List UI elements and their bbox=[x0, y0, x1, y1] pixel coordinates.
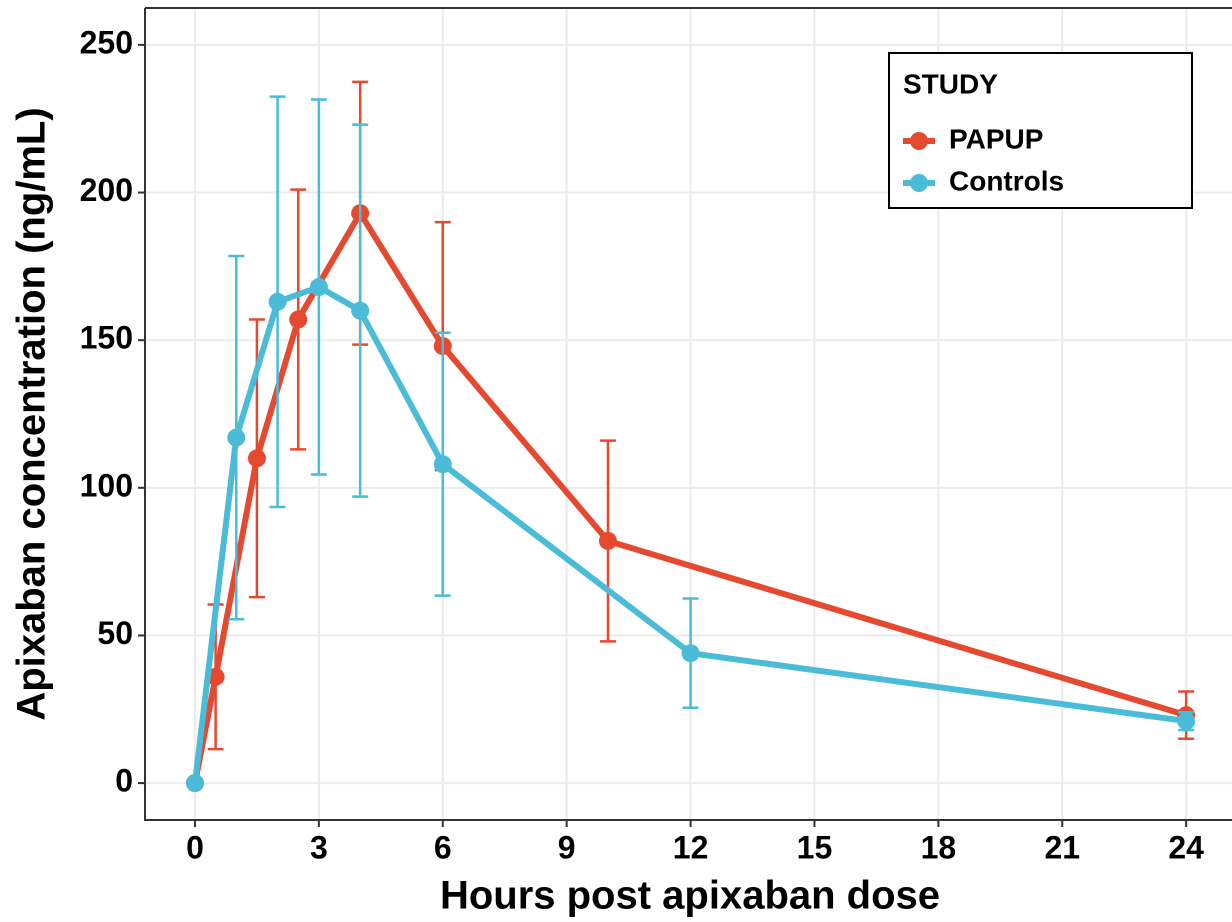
data-point bbox=[351, 301, 370, 320]
x-tick-label: 6 bbox=[434, 829, 452, 865]
y-tick-label: 200 bbox=[80, 172, 133, 208]
x-tick-label: 0 bbox=[186, 829, 204, 865]
x-tick-label: 15 bbox=[797, 829, 833, 865]
x-axis-title: Hours post apixaban dose bbox=[440, 874, 940, 918]
y-tick-label: 250 bbox=[80, 24, 133, 60]
series-line bbox=[192, 210, 1188, 784]
data-point bbox=[268, 292, 287, 311]
y-tick-label: 0 bbox=[115, 763, 133, 799]
data-point bbox=[185, 774, 204, 793]
y-tick-label: 100 bbox=[80, 467, 133, 503]
legend-swatch bbox=[910, 132, 928, 150]
legend-label: Controls bbox=[949, 165, 1064, 196]
data-point bbox=[227, 428, 246, 447]
x-tick-label: 21 bbox=[1044, 829, 1080, 865]
data-point bbox=[598, 531, 617, 550]
data-point bbox=[289, 310, 308, 329]
series-line bbox=[191, 284, 1187, 784]
legend-label: PAPUP bbox=[949, 123, 1043, 154]
axis-frame bbox=[144, 7, 1232, 821]
data-point bbox=[309, 278, 328, 297]
x-tick-label: 24 bbox=[1168, 829, 1204, 865]
y-axis-title: Apixaban concentration (ng/mL) bbox=[10, 107, 54, 720]
y-tick-label: 150 bbox=[80, 320, 133, 356]
x-tick-label: 3 bbox=[310, 829, 328, 865]
legend-title: STUDY bbox=[903, 68, 998, 99]
legend-box bbox=[888, 52, 1193, 209]
legend-swatch bbox=[910, 174, 928, 192]
data-point bbox=[1177, 712, 1196, 731]
x-tick-label: 18 bbox=[921, 829, 957, 865]
x-tick-label: 12 bbox=[673, 829, 709, 865]
data-point bbox=[247, 449, 266, 468]
data-point bbox=[681, 644, 700, 663]
y-tick-label: 50 bbox=[97, 615, 133, 651]
data-point bbox=[433, 455, 452, 474]
x-tick-label: 9 bbox=[558, 829, 576, 865]
